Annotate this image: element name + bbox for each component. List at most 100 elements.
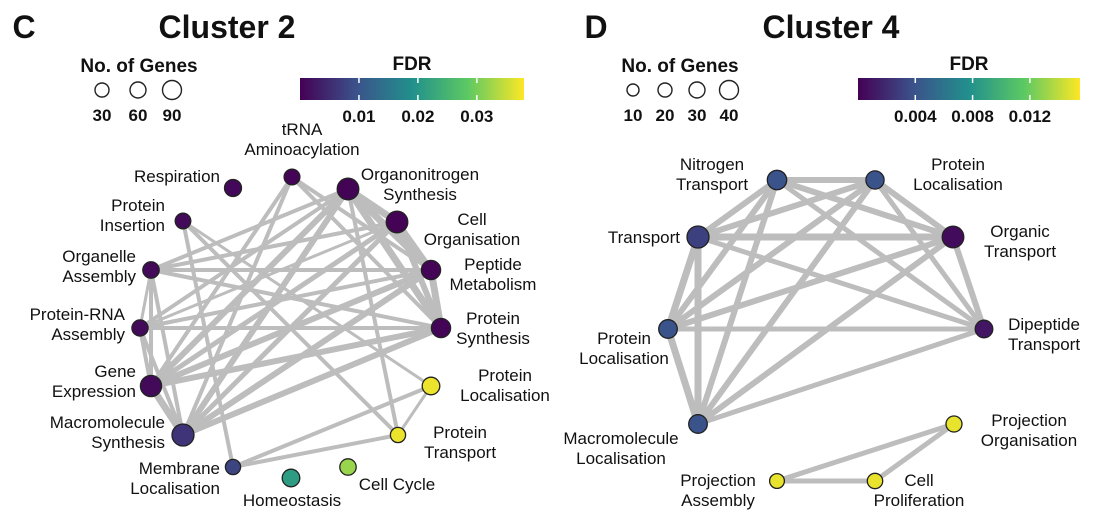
node-transport[interactable] — [686, 225, 710, 249]
edge-trna-to-protein-synthesis — [290, 175, 443, 330]
node-projection-organisation[interactable] — [945, 415, 963, 433]
fdr-tick-label: 0.02 — [401, 107, 434, 126]
node-label-projection-organisation: Projection Organisation — [981, 411, 1077, 450]
node-label-membrane-localisation: Membrane Localisation — [130, 459, 220, 498]
node-cell-proliferation[interactable] — [866, 472, 884, 490]
node-label-cell-cycle: Cell Cycle — [359, 475, 436, 494]
fdr-tick-label: 0.01 — [342, 107, 375, 126]
node-label-line: Assembly — [51, 325, 125, 344]
node-organelle-assembly[interactable] — [142, 261, 160, 279]
node-nitrogen-transport[interactable] — [766, 169, 788, 191]
node-label-line: Homeostasis — [243, 491, 341, 510]
node-label-protein-synthesis: Protein Synthesis — [456, 309, 530, 348]
node-label-line: Protein — [433, 423, 487, 442]
edge-projection-organisation-to-projection-assembly — [774, 421, 957, 484]
node-label-dipeptide-transport: Dipeptide Transport — [1008, 315, 1080, 354]
node-label-line: Aminoacylation — [244, 140, 359, 159]
edge-organic-transport-to-protein-localisation-left — [665, 234, 956, 332]
node-label-peptide-metabolism: Peptide Metabolism — [450, 255, 537, 294]
node-macromolecule-localisation[interactable] — [688, 414, 708, 434]
node-label-line: Membrane — [139, 459, 220, 478]
node-label-organic-transport: Organic Transport — [984, 222, 1056, 261]
edge-nitrogen-transport-to-transport — [695, 177, 780, 240]
node-homeostasis[interactable] — [281, 468, 301, 488]
node-label-line: Transport — [984, 242, 1056, 261]
node-label-cell-proliferation: Cell Proliferation — [874, 471, 965, 510]
node-protein-localisation-left[interactable] — [658, 319, 678, 339]
edge-protein-localisation-top-to-protein-localisation-left — [665, 177, 878, 332]
node-projection-assembly[interactable] — [768, 472, 786, 490]
edge-trna-to-gene-expression — [149, 175, 294, 388]
node-label-line: Cell — [457, 210, 486, 229]
node-label-respiration: Respiration — [134, 167, 220, 186]
node-cell-organisation[interactable] — [385, 210, 409, 234]
node-protein-transport[interactable] — [389, 426, 407, 444]
edge-nitrogen-transport-to-organic-transport — [774, 177, 956, 240]
node-label-line: Localisation — [130, 479, 220, 498]
node-label-line: Protein — [111, 196, 165, 215]
node-protein-localisation[interactable] — [421, 376, 441, 396]
gene-count-legend-title: No. of Genes — [80, 56, 197, 77]
node-protein-synthesis[interactable] — [430, 317, 452, 339]
panel-title: Cluster 4 — [763, 9, 900, 45]
node-trna[interactable] — [283, 168, 301, 186]
node-label-transport: Transport — [608, 228, 680, 247]
node-protein-insertion[interactable] — [174, 212, 192, 230]
edge-protein-insertion-to-protein-localisation — [181, 219, 433, 388]
node-peptide-metabolism[interactable] — [420, 259, 442, 281]
fdr-legend: FDR 0.01 0.02 0.03 — [300, 54, 524, 126]
node-label-line: Proliferation — [874, 491, 965, 510]
node-label-line: Organisation — [424, 230, 520, 249]
node-label-line: Assembly — [681, 491, 755, 510]
edge-organelle-assembly-to-macromolecule-synthesis — [149, 268, 185, 437]
node-protein-localisation-top[interactable] — [865, 170, 885, 190]
node-protein-rna-assembly[interactable] — [131, 319, 149, 337]
node-label-line: Protein — [466, 309, 520, 328]
fdr-tick-label: 0.004 — [894, 107, 937, 126]
fdr-tick-label: 0.012 — [1009, 107, 1052, 126]
fdr-legend: FDR 0.004 0.008 0.012 — [858, 54, 1080, 126]
edge-trna-to-peptide-metabolism — [290, 175, 433, 272]
edge-organonitrogen-to-protein-rna-assembly — [138, 187, 350, 330]
node-cell-cycle[interactable] — [339, 458, 357, 476]
node-label-organonitrogen: Organonitrogen Synthesis — [361, 165, 479, 204]
node-label-line: Localisation — [579, 349, 669, 368]
node-organonitrogen[interactable] — [336, 177, 360, 201]
node-dipeptide-transport[interactable] — [974, 319, 994, 339]
node-label-protein-insertion: Protein Insertion — [100, 196, 165, 235]
edge-nitrogen-transport-to-macromolecule-localisation — [695, 177, 780, 427]
node-membrane-localisation[interactable] — [224, 458, 242, 476]
node-label-line: Respiration — [134, 167, 220, 186]
gene-count-legend-label: 60 — [129, 106, 148, 125]
node-label-line: Synthesis — [91, 433, 165, 452]
edge-protein-localisation-top-to-organic-transport — [872, 177, 956, 240]
node-label-macromolecule-localisation: Macromolecule Localisation — [563, 429, 678, 468]
edge-membrane-localisation-to-protein-localisation — [231, 384, 433, 469]
node-label-line: Gene — [94, 362, 136, 381]
edge-organonitrogen-to-protein-synthesis — [344, 185, 445, 332]
node-macromolecule-synthesis[interactable] — [171, 423, 195, 447]
node-gene-expression[interactable] — [139, 374, 163, 398]
edge-peptide-metabolism-to-protein-rna-assembly — [138, 268, 433, 330]
gene-count-legend-circle — [657, 82, 673, 98]
gene-count-legend: No. of Genes 10 20 30 40 — [621, 56, 740, 125]
node-label-line: Protein — [478, 366, 532, 385]
gene-count-legend-circle — [161, 79, 183, 101]
edge-protein-localisation-top-to-macromolecule-localisation — [695, 177, 878, 427]
network-edges — [138, 175, 445, 469]
node-label-line: Nitrogen — [680, 155, 744, 174]
node-respiration[interactable] — [223, 178, 243, 198]
edge-transport-to-dipeptide-transport — [695, 234, 987, 332]
gene-count-legend-label: 10 — [624, 106, 643, 125]
node-label-line: Cell — [904, 471, 933, 490]
gene-count-legend-label: 40 — [720, 106, 739, 125]
node-label-protein-localisation-top: Protein Localisation — [913, 155, 1003, 194]
network-nodes: tRNA Aminoacylation Respiration Organonitro… — [30, 120, 550, 510]
node-label-gene-expression: Gene Expression — [52, 362, 136, 401]
edge-protein-localisation-top-to-transport — [695, 177, 878, 240]
node-label-nitrogen-transport: Nitrogen Transport — [676, 155, 748, 194]
node-organic-transport[interactable] — [941, 225, 965, 249]
gene-count-legend-circle — [129, 81, 147, 99]
